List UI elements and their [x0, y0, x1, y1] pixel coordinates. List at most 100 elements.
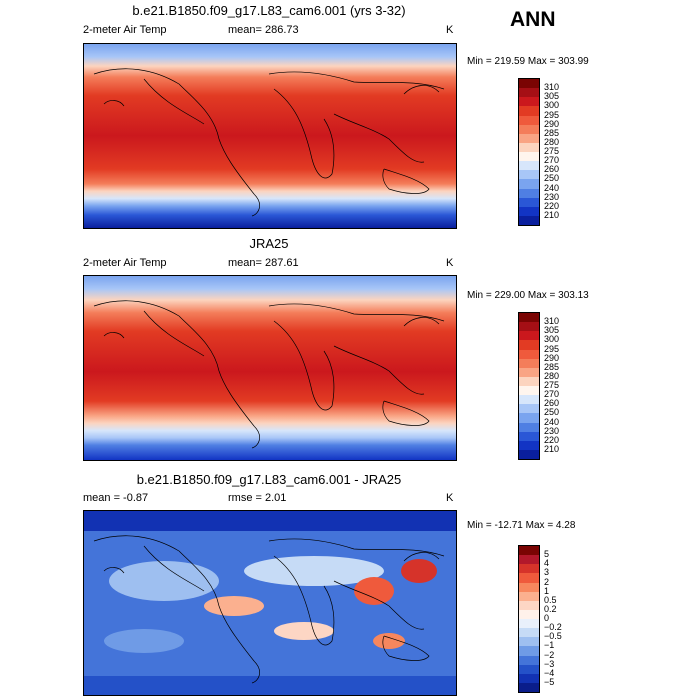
colorbar-label: 220	[544, 434, 560, 445]
colorbar-swatch	[519, 106, 539, 116]
colorbar-swatch	[519, 573, 539, 583]
colorbar-swatch	[519, 206, 539, 216]
colorbar-swatch	[519, 404, 539, 414]
colorbar-label: 275	[544, 146, 560, 156]
colorbar-swatch	[519, 546, 539, 556]
panel3-colorbar: 5 4 3 2 1 0.5 0.2 0 −0.2 −0.5 −1 −2 −3 −4 −5	[518, 545, 562, 693]
colorbar-swatch	[519, 555, 539, 565]
colorbar-swatch	[519, 628, 539, 638]
colorbar-label: 5	[544, 549, 550, 560]
colorbar-label: 0.2	[544, 603, 557, 614]
colorbar-label: 285	[544, 127, 560, 138]
colorbar-label: 230	[544, 191, 560, 202]
colorbar-swatch	[519, 97, 539, 107]
colorbar-label: −3	[544, 658, 555, 669]
colorbar-label: 300	[544, 334, 560, 345]
colorbar-swatch	[519, 133, 539, 143]
colorbar-label: 210	[544, 209, 560, 220]
colorbar-label: 250	[544, 407, 560, 418]
colorbar-label: 260	[544, 164, 560, 175]
colorbar-label: 1	[544, 585, 550, 596]
colorbar-swatch	[519, 673, 539, 683]
colorbar-swatch	[519, 682, 539, 692]
colorbar-swatch	[519, 124, 539, 134]
colorbar-label: −0.2	[544, 622, 562, 633]
colorbar-swatch	[519, 358, 539, 368]
colorbar-swatch	[519, 376, 539, 386]
colorbar-swatch	[519, 600, 539, 610]
colorbar-swatch	[519, 609, 539, 619]
colorbar-label: 220	[544, 200, 560, 211]
colorbar-swatch	[519, 349, 539, 359]
colorbar-swatch	[519, 431, 539, 441]
colorbar-label: −5	[544, 676, 555, 687]
colorbar-swatch	[519, 331, 539, 341]
colorbar-swatch	[519, 367, 539, 377]
panel2-mean: mean= 287.61	[228, 257, 299, 269]
colorbar-label: 240	[544, 416, 560, 427]
colorbar-label: 305	[544, 325, 560, 336]
panel3-rmse: rmse = 2.01	[228, 492, 287, 504]
colorbar-label: 275	[544, 380, 560, 390]
colorbar-label: 285	[544, 361, 560, 372]
colorbar-label: −4	[544, 667, 555, 678]
colorbar-swatch	[519, 79, 539, 89]
panel3-colorbar-swatches	[518, 545, 540, 693]
panel1-colorbar: 310 305 300 295 290 285 280 275 270 260 250 240 230 2…	[518, 78, 559, 226]
panel1-colorbar-swatches	[518, 78, 540, 226]
panel3-mean: mean = -0.87	[83, 492, 149, 504]
colorbar-label: 260	[544, 398, 560, 409]
colorbar-swatch	[519, 646, 539, 656]
colorbar-swatch	[519, 161, 539, 171]
colorbar-label: 300	[544, 100, 560, 111]
panel2-title: JRA25	[249, 236, 289, 251]
colorbar-label: 230	[544, 425, 560, 436]
colorbar-swatch	[519, 197, 539, 207]
colorbar-label: 270	[544, 389, 560, 400]
colorbar-swatch	[519, 170, 539, 180]
colorbar-label: 280	[544, 136, 560, 147]
colorbar-label: −1	[544, 640, 555, 651]
panel1-title: b.e21.B1850.f09_g17.L83_cam6.001 (yrs 3-…	[132, 3, 406, 18]
colorbar-label: 240	[544, 182, 560, 193]
panel3-minmax: Min = -12.71 Max = 4.28	[467, 520, 576, 531]
colorbar-label: 210	[544, 443, 560, 454]
colorbar-swatch	[519, 440, 539, 450]
colorbar-swatch	[519, 215, 539, 225]
colorbar-swatch	[519, 449, 539, 459]
colorbar-label: 290	[544, 118, 560, 129]
colorbar-label: 280	[544, 370, 560, 381]
panel1-units: K	[446, 24, 454, 36]
colorbar-swatch	[519, 340, 539, 350]
colorbar-swatch	[519, 115, 539, 125]
colorbar-swatch	[519, 591, 539, 601]
colorbar-label: 2	[544, 576, 550, 587]
colorbar-swatch	[519, 152, 539, 162]
colorbar-swatch	[519, 655, 539, 665]
colorbar-label: 295	[544, 109, 560, 120]
colorbar-swatch	[519, 313, 539, 323]
colorbar-label: 3	[544, 567, 550, 578]
colorbar-swatch	[519, 142, 539, 152]
panel1-variable: 2-meter Air Temp	[83, 24, 167, 36]
panel2-minmax: Min = 229.00 Max = 303.13	[467, 290, 589, 301]
colorbar-swatch	[519, 395, 539, 405]
panel3-units: K	[446, 492, 454, 504]
panel3-map	[83, 510, 457, 696]
panel1-mean: mean= 286.73	[228, 24, 299, 36]
colorbar-label: 295	[544, 343, 560, 354]
colorbar-label: 4	[544, 558, 550, 569]
panel2-units: K	[446, 257, 454, 269]
colorbar-label: 310	[544, 316, 560, 327]
panel2-colorbar: 310 305 300 295 290 285 280 275 270 260 250 240 230 2…	[518, 312, 559, 460]
colorbar-swatch	[519, 664, 539, 674]
panel1-minmax: Min = 219.59 Max = 303.99	[467, 56, 589, 67]
colorbar-label: 290	[544, 352, 560, 363]
colorbar-label: −0.5	[544, 631, 562, 642]
colorbar-swatch	[519, 322, 539, 332]
colorbar-swatch	[519, 386, 539, 396]
colorbar-label: 305	[544, 91, 560, 102]
colorbar-label: 0.5	[544, 594, 557, 605]
colorbar-label: 0	[544, 613, 550, 623]
panel3-title: b.e21.B1850.f09_g17.L83_cam6.001 - JRA25	[136, 472, 402, 487]
